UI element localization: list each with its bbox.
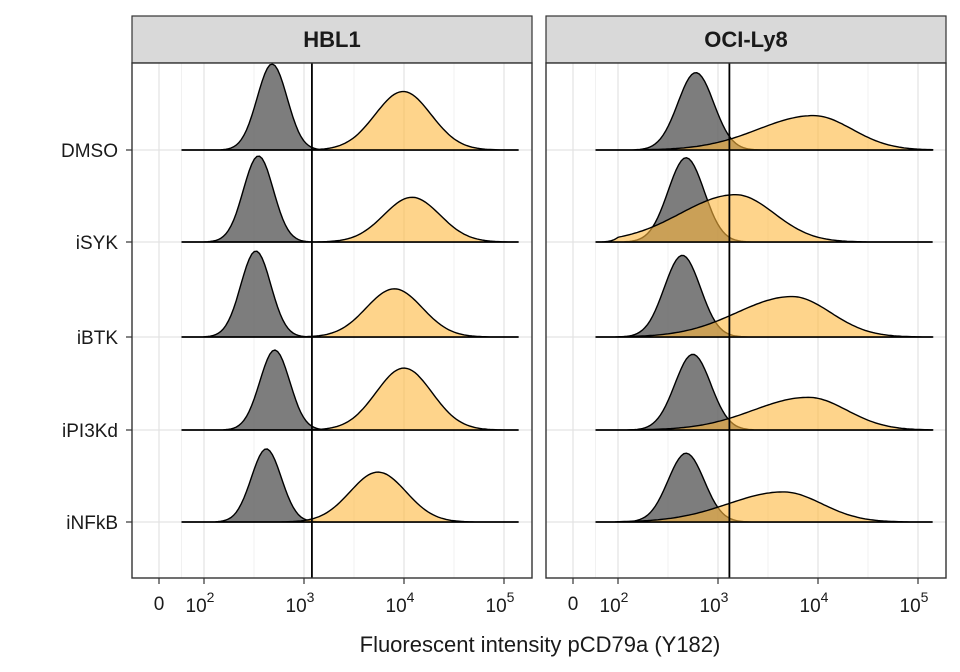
orange-density [595,396,934,431]
orange-density [595,114,934,151]
row-label: iNFkB [66,513,118,534]
row-label: DMSO [61,141,118,162]
row-label: iSYK [76,233,119,254]
x-tick-label: 102 [600,589,629,617]
panel-0: HBL1 [131,15,533,579]
orange-density [595,194,933,243]
ridge-row-iNFkB [595,452,933,523]
x-tick-label: 102 [186,589,215,617]
x-tick-label: 104 [386,589,415,617]
panel-border [545,62,947,579]
panels-layer: HBL1 OCI-Ly8 [131,15,947,579]
x-axis-layer: 0 102 103 104 105 0 102 103 104 105 [154,578,929,617]
x-tick-label: 105 [486,589,515,617]
ridge-row-iPI3Kd [595,353,934,431]
panel-strip [131,15,533,64]
x-tick-label: 105 [900,589,929,617]
x-tick-label: 0 [568,594,579,615]
row-label: iPI3Kd [62,421,118,442]
panel-strip [545,15,947,64]
ridge-row-iSYK [595,156,933,243]
plot-background [132,63,532,578]
x-tick-label: 0 [154,594,165,615]
ridge-row-iBTK [595,254,934,338]
x-tick-label: 103 [286,589,315,617]
x-axis-title: Fluorescent intensity pCD79a (Y182) [360,632,721,657]
x-tick-label: 103 [700,589,729,617]
panel-title: OCI-Ly8 [704,27,788,52]
panel-1: OCI-Ly8 [545,15,947,579]
panel-border [131,62,533,579]
ridge-row-DMSO [595,71,934,151]
row-label: iBTK [77,328,119,349]
orange-density [595,491,933,523]
row-labels: DMSO iSYK iBTK iPI3Kd iNFkB [61,141,132,534]
panel-title: HBL1 [303,27,360,52]
orange-density [595,295,934,338]
x-tick-label: 104 [800,589,829,617]
